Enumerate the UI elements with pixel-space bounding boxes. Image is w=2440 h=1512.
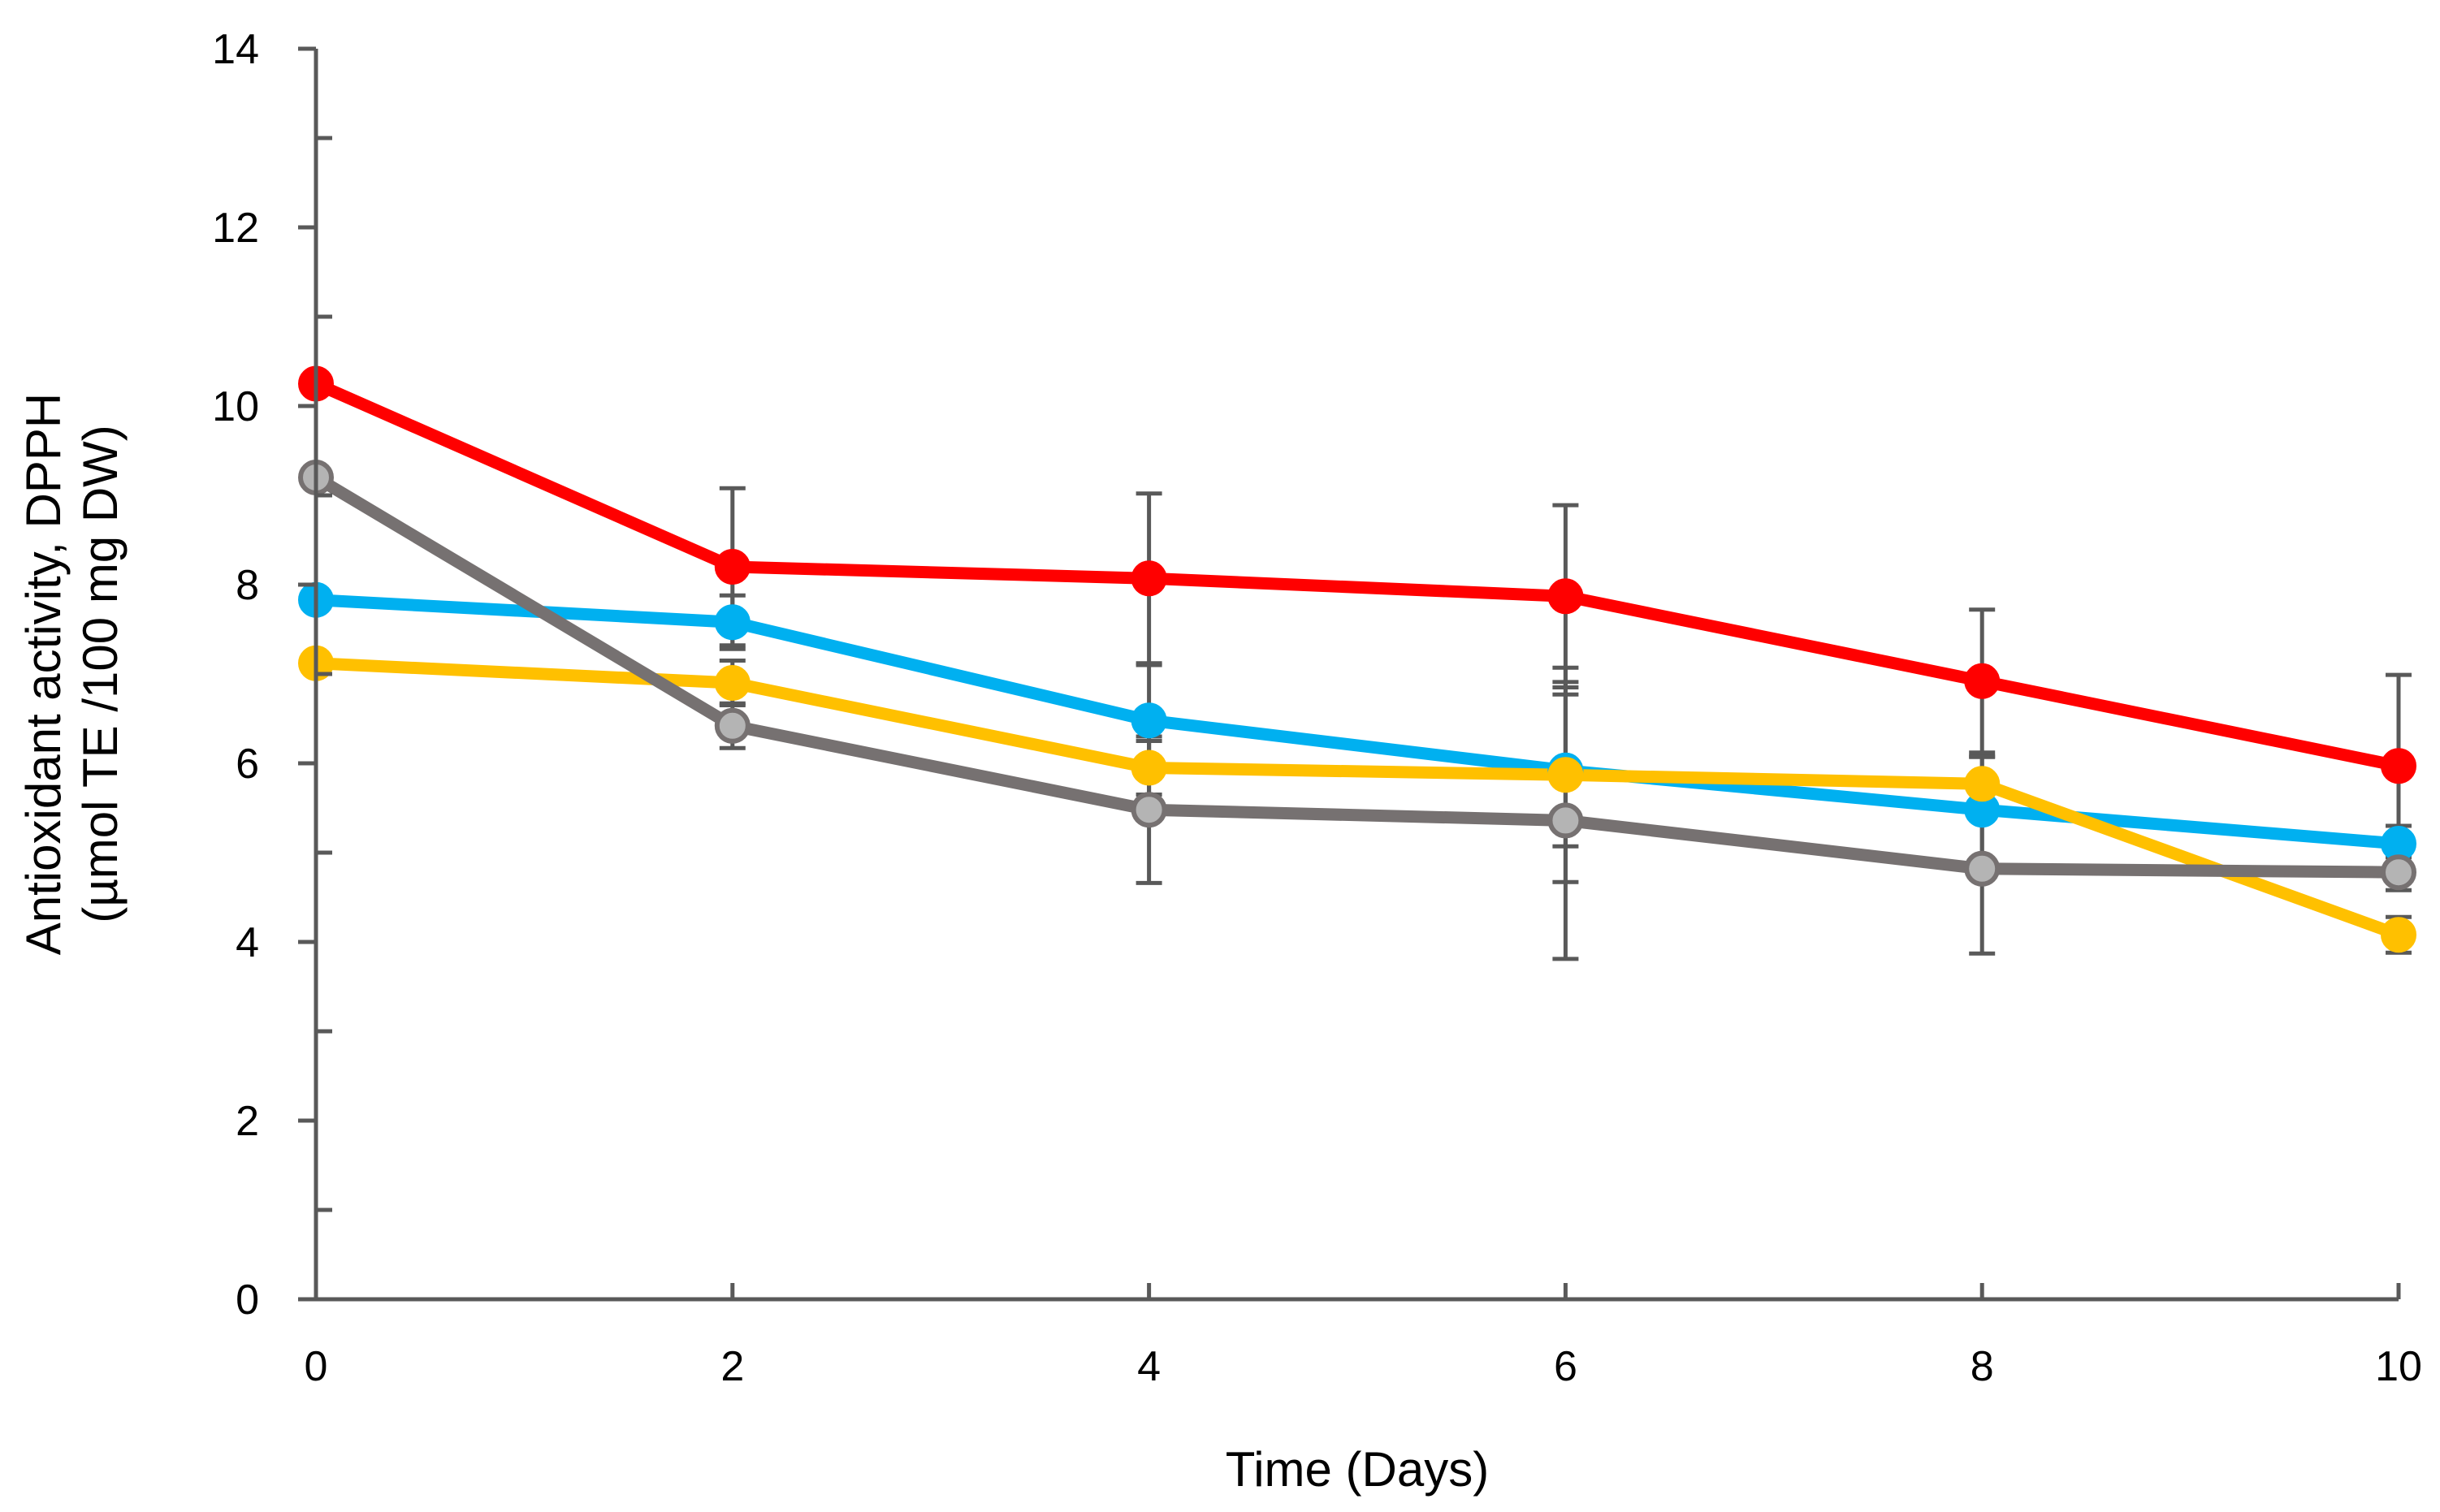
- data-point-grey: [714, 707, 751, 744]
- ticks: [298, 46, 2401, 1302]
- data-point-grey: [1131, 792, 1167, 828]
- y-tick-label: 8: [236, 562, 259, 609]
- data-point-red: [2381, 748, 2416, 784]
- data-point-red: [1131, 560, 1167, 597]
- y-tick-label: 2: [236, 1098, 259, 1145]
- data-point-grey: [2381, 854, 2416, 891]
- y-axis-title: Antioxidant activity, DPPH (µmol TE /100…: [16, 393, 128, 956]
- series-line-blue: [309, 594, 2405, 850]
- data-point-blue: [1131, 702, 1167, 739]
- y-tick-label: 10: [212, 383, 259, 430]
- data-point-grey: [1964, 850, 2001, 887]
- series-line-grey: [309, 471, 2405, 879]
- data-point-yellow: [2381, 917, 2416, 953]
- y-tick-label: 6: [236, 741, 259, 788]
- x-axis-title: Time (Days): [1226, 1442, 1489, 1497]
- error-bars: [719, 486, 2412, 961]
- y-tick-label: 4: [236, 919, 259, 966]
- data-point-yellow: [1964, 766, 2001, 802]
- x-tick-label: 2: [720, 1343, 744, 1390]
- y-tick-label: 14: [212, 26, 259, 73]
- series-lines: [309, 378, 2405, 941]
- y-tick-label: 0: [236, 1277, 259, 1324]
- x-tick-label: 4: [1137, 1343, 1161, 1390]
- data-point-yellow: [714, 665, 751, 701]
- x-tick-label: 0: [305, 1343, 328, 1390]
- tick-labels: 0 2 4 6 8 10 12 14 0 2 4 6 8 10: [212, 26, 2422, 1390]
- data-point-red: [714, 549, 751, 585]
- data-point-grey: [1547, 802, 1584, 839]
- x-tick-label: 10: [2375, 1343, 2422, 1390]
- y-tick-label: 12: [212, 205, 259, 252]
- y-axis-title-line-2: (µmol TE /100 mg DW): [73, 425, 128, 923]
- data-point-red: [1964, 663, 2001, 699]
- data-point-blue: [714, 604, 751, 641]
- data-point-red: [1547, 578, 1584, 615]
- series-markers: [298, 365, 2416, 953]
- y-axis-title-line-1: Antioxidant activity, DPPH: [16, 393, 71, 956]
- data-point-yellow: [1547, 757, 1584, 793]
- data-point-yellow: [1131, 750, 1167, 786]
- series-line-red: [309, 378, 2405, 772]
- x-tick-label: 6: [1554, 1343, 1577, 1390]
- x-tick-label: 8: [1971, 1343, 1994, 1390]
